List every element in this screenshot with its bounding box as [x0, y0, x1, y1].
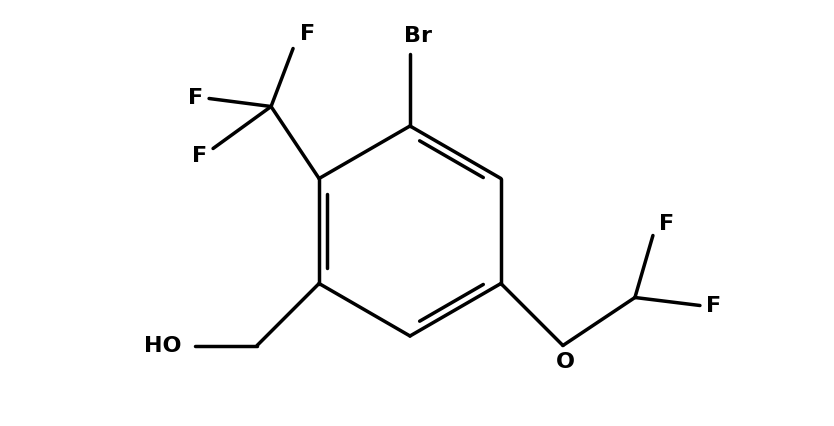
Text: HO: HO: [143, 336, 181, 356]
Text: F: F: [188, 89, 203, 109]
Text: F: F: [706, 296, 721, 316]
Text: O: O: [555, 351, 575, 371]
Text: F: F: [192, 147, 207, 167]
Text: Br: Br: [404, 26, 432, 46]
Text: F: F: [660, 213, 675, 233]
Text: F: F: [299, 25, 314, 44]
